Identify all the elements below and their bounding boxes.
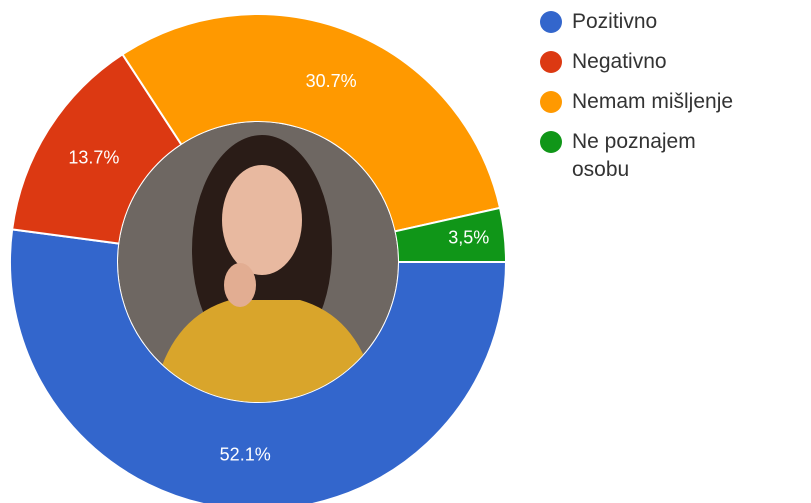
legend-swatch [540, 131, 562, 153]
photo-hand [224, 263, 256, 307]
slice-label: 30.7% [306, 71, 357, 91]
legend: Pozitivno Negativno Nemam mišljenje Ne pozn… [540, 8, 810, 196]
center-photo [118, 122, 398, 402]
legend-swatch [540, 11, 562, 33]
legend-item: Nemam mišljenje [540, 88, 810, 116]
legend-item: Ne poznajem osobu [540, 128, 810, 184]
legend-swatch [540, 51, 562, 73]
legend-item: Negativno [540, 48, 810, 76]
legend-label: Pozitivno [572, 10, 658, 33]
photo-face [222, 165, 302, 275]
legend-item: Pozitivno [540, 8, 810, 36]
legend-label: Ne poznajem osobu [572, 130, 696, 181]
legend-label: Nemam mišljenje [572, 90, 734, 113]
legend-swatch [540, 91, 562, 113]
slice-label: 52.1% [220, 444, 271, 464]
slice-label: 3,5% [448, 227, 489, 247]
slice-labels: 52.1% 13.7% 30.7% 3,5% [68, 71, 489, 464]
slice-label: 13.7% [68, 147, 119, 167]
donut [9, 13, 508, 503]
legend-label: Negativno [572, 50, 667, 73]
